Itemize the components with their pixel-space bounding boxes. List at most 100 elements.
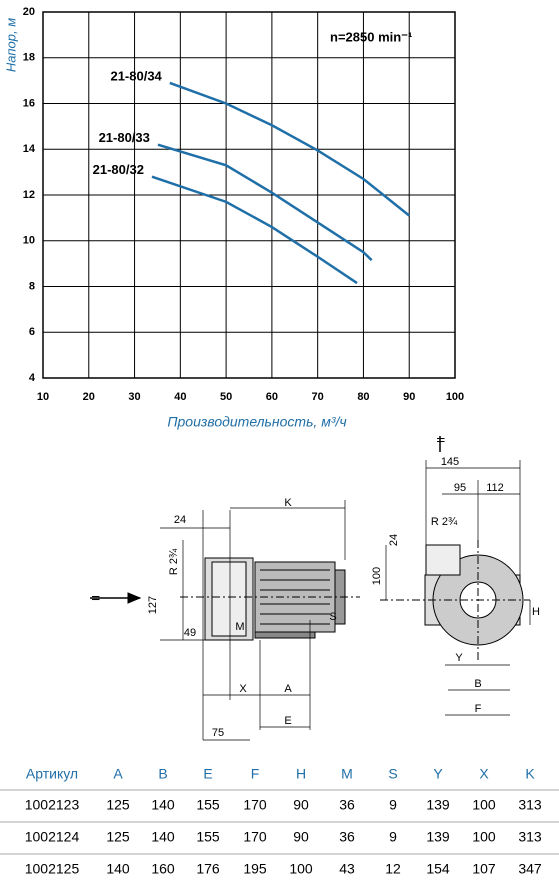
dimension-label: K (284, 497, 292, 509)
x-axis-label: Производительность, м³/ч (167, 414, 346, 430)
pump-side-view (90, 500, 360, 741)
y-tick-label: 14 (23, 143, 36, 155)
curve-label: 21-80/33 (99, 130, 150, 145)
table-cell: 170 (243, 829, 267, 845)
table-cell: 195 (243, 861, 267, 877)
dimension-label: F (475, 703, 482, 715)
table-cell: 313 (518, 829, 542, 845)
table-header: B (158, 766, 167, 782)
table-cell: 36 (339, 797, 355, 813)
x-tick-label: 10 (37, 391, 49, 403)
table-header: M (341, 766, 353, 782)
table-cell: 140 (151, 797, 175, 813)
dimension-label: II (434, 437, 446, 443)
dimension-label: 49 (184, 627, 196, 639)
dimension-label: R 2¾ (168, 548, 180, 575)
table-header: K (525, 766, 535, 782)
table-header: E (203, 766, 212, 782)
table-header: Артикул (26, 766, 78, 782)
table-cell: 100 (472, 829, 496, 845)
table-cell: 125 (106, 829, 130, 845)
dimension-label: 75 (212, 727, 224, 739)
table: Артикул A B E F H M S Y X K 1002123 125 140 155 170 90 36… (0, 766, 559, 877)
x-tick-label: 20 (83, 391, 95, 403)
table-header: Y (433, 766, 443, 782)
table-cell: 160 (151, 861, 175, 877)
y-tick-label: 20 (23, 6, 35, 18)
y-tick-label: 18 (23, 52, 35, 64)
table-cell: 1002125 (25, 861, 80, 877)
dimension-label: 112 (486, 482, 504, 494)
dimension-label: B (474, 678, 481, 690)
table-header: H (296, 766, 306, 782)
dimension-label: S (329, 611, 336, 623)
table-cell: 100 (472, 797, 496, 813)
table-cell: 139 (426, 797, 450, 813)
y-tick-label: 12 (23, 189, 35, 201)
table-cell: 313 (518, 797, 542, 813)
dimension-label: 100 (371, 567, 383, 585)
dimension-label: E (284, 715, 291, 727)
table-cell: 1002123 (25, 797, 80, 813)
curve (151, 175, 358, 285)
table-cell: 155 (196, 797, 220, 813)
y-tick-label: 6 (29, 326, 35, 338)
y-tick-label: 16 (23, 97, 35, 109)
x-tick-label: 40 (174, 391, 186, 403)
y-tick-label: 4 (29, 372, 36, 384)
table-cell: 155 (196, 829, 220, 845)
dimension-label: X (239, 683, 247, 695)
table-cell: 9 (389, 797, 397, 813)
dimension-label: II (89, 595, 101, 601)
table-cell: 154 (426, 861, 450, 877)
pump-front-view (380, 436, 531, 716)
curve-label: 21-80/32 (93, 162, 144, 177)
table-cell: 139 (426, 829, 450, 845)
curve (157, 143, 373, 262)
y-tick-label: 8 (29, 280, 35, 292)
table-header: A (113, 766, 123, 782)
dimension-label: Y (455, 652, 463, 664)
x-tick-label: 80 (357, 391, 369, 403)
drawing-labels: 24 K R 2¾ 127 49 M S X A 75 E II 145 95 112 R 2¾ 24 100 H Y… (89, 437, 540, 739)
annotation: n=2850 min⁻¹ (330, 29, 412, 44)
dimension-label: 95 (454, 482, 466, 494)
table-cell: 107 (472, 861, 496, 877)
curve (169, 81, 411, 217)
table-cell: 125 (106, 797, 130, 813)
table-cell: 100 (289, 861, 313, 877)
x-tick-label: 30 (128, 391, 140, 403)
dimension-label: 145 (441, 456, 459, 468)
x-tick-label: 90 (403, 391, 415, 403)
table-cell: 140 (106, 861, 130, 877)
table-cell: 170 (243, 797, 267, 813)
dimension-label: R 2¾ (431, 516, 458, 528)
dimension-label: 24 (174, 514, 186, 526)
y-axis-label: Напор, м (3, 18, 18, 72)
table-cell: 90 (293, 797, 309, 813)
y-tick-label: 10 (23, 235, 35, 247)
table-cell: 36 (339, 829, 355, 845)
table-header: F (251, 766, 260, 782)
table-cell: 347 (518, 861, 542, 877)
table-cell: 43 (339, 861, 355, 877)
dimension-label: 127 (147, 596, 159, 614)
table-cell: 9 (389, 829, 397, 845)
table-cell: 176 (196, 861, 220, 877)
x-tick-label: 100 (446, 391, 464, 403)
dimension-label: M (235, 621, 244, 633)
table-cell: 1002124 (25, 829, 80, 845)
x-tick-label: 60 (266, 391, 278, 403)
dimension-label: 24 (388, 534, 400, 546)
table-cell: 12 (385, 861, 401, 877)
dimension-label: A (284, 683, 292, 695)
chart: 10 20 30 40 50 60 70 80 90 100 4 6 8 10 12 14 16 18 20 Напо… (3, 6, 464, 430)
curve-label: 21-80/34 (110, 68, 162, 83)
table-cell: 90 (293, 829, 309, 845)
x-tick-label: 70 (312, 391, 324, 403)
table-header: S (388, 766, 397, 782)
x-tick-label: 50 (220, 391, 232, 403)
table-header: X (479, 766, 489, 782)
table-cell: 140 (151, 829, 175, 845)
